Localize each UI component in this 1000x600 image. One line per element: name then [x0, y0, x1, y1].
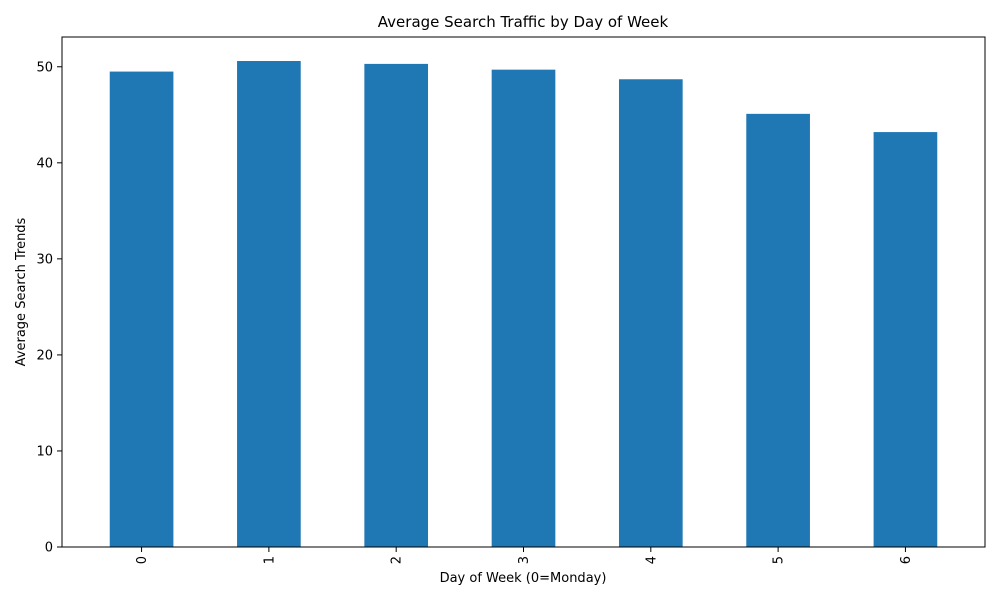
- x-tick-label: 6: [899, 556, 914, 564]
- x-tick-label: 5: [772, 556, 787, 564]
- x-tick-label: 0: [135, 556, 150, 564]
- x-axis-ticks: 0 1 2 3 4 5 6: [135, 547, 914, 564]
- y-axis-label: Average Search Trends: [14, 217, 29, 366]
- x-tick-label: 1: [262, 556, 277, 564]
- y-tick-label: 20: [36, 348, 53, 363]
- bar-1: [237, 61, 301, 547]
- chart-title: Average Search Traffic by Day of Week: [378, 13, 669, 31]
- bar-2: [364, 63, 429, 547]
- bars-group: [109, 61, 938, 547]
- y-tick-label: 10: [36, 444, 53, 459]
- y-tick-label: 40: [36, 156, 53, 171]
- y-tick-label: 0: [45, 541, 53, 556]
- bar-4: [618, 79, 683, 547]
- x-tick-label: 4: [644, 556, 659, 564]
- bar-3: [491, 69, 556, 547]
- x-tick-label: 3: [517, 556, 532, 564]
- y-tick-label: 30: [36, 252, 53, 267]
- bar-0: [109, 71, 174, 547]
- y-tick-label: 50: [36, 60, 53, 75]
- y-axis-ticks: 0 10 20 30 40 50: [36, 60, 62, 556]
- x-axis-label: Day of Week (0=Monday): [440, 571, 607, 586]
- x-tick-label: 2: [390, 556, 405, 564]
- bar-5: [746, 113, 810, 547]
- bar-6: [873, 132, 938, 547]
